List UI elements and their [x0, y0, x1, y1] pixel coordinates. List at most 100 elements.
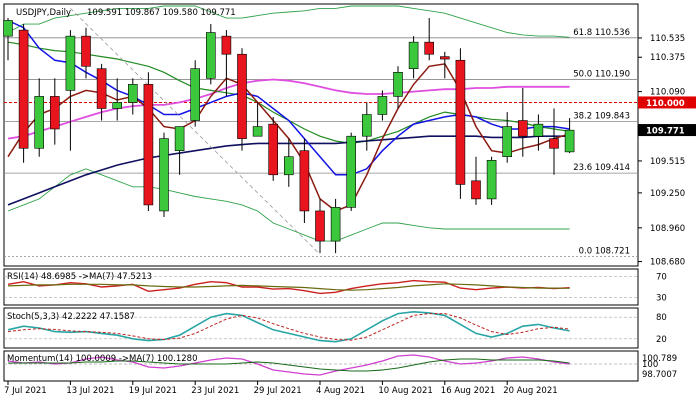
rsi-tick-label: 30 — [656, 294, 667, 304]
candle-bull — [393, 72, 403, 97]
candle-bull — [65, 35, 76, 91]
candle-bull — [564, 129, 575, 153]
price-tick-label: 109.515 — [650, 157, 685, 167]
stoch-tick-label: 20 — [656, 335, 667, 345]
momentum-panel-frame — [3, 350, 639, 382]
candle-bear — [549, 138, 559, 149]
candle-bear — [268, 123, 279, 176]
series-line-1 — [8, 358, 570, 372]
momentum-title: Momentum(14) 100.0009 ->MA(7) 100.1280 — [7, 354, 197, 364]
candle-bull — [377, 96, 388, 115]
candle-bull — [112, 102, 122, 109]
candle-bear — [299, 150, 310, 212]
stoch-plot: 80 20 — [4, 310, 667, 345]
stoch-tick-label: 80 — [656, 313, 667, 323]
candle-bear — [81, 35, 91, 67]
candle-bear — [143, 84, 154, 206]
date-tick-label: 23 Jul 2021 — [191, 386, 239, 396]
candle-bear — [439, 56, 450, 60]
rsi-panel-frame — [3, 268, 639, 306]
rsi-plot: 70 30 — [4, 272, 667, 304]
candle-bull — [283, 156, 294, 176]
candle-bear — [471, 180, 481, 200]
date-tick-label: 13 Jul 2021 — [66, 386, 114, 396]
stoch-panel-frame — [3, 307, 639, 349]
candle-bear — [18, 29, 29, 149]
series-line-1 — [7, 313, 570, 341]
band-lower-line — [7, 168, 570, 242]
date-axis: 7 Jul 2021 13 Jul 2021 19 Jul 2021 23 Jul 2… — [4, 381, 558, 396]
candle-bull — [408, 41, 419, 69]
price-tick-label: 110.535 — [650, 34, 685, 44]
candle-bear — [237, 53, 247, 139]
main-panel: 61.8 110.536 50.0 110.190 38.2 109.843 23.6… — [3, 3, 696, 268]
chart-header-symbol: USDJPY,Daily — [16, 8, 71, 18]
candle-bear — [96, 68, 107, 109]
series-line-0 — [7, 279, 570, 295]
date-tick-label: 19 Jul 2021 — [129, 386, 177, 396]
candle-bear — [455, 59, 466, 185]
chart-header-ohlc: 109.591 109.867 109.580 109.771 — [87, 8, 236, 18]
candle-bear — [424, 41, 435, 55]
fib-level-label: 50.0 110.190 — [573, 70, 630, 80]
date-tick-label: 7 Jul 2021 — [4, 386, 47, 396]
price-tick-label: 108.680 — [650, 258, 685, 268]
candle-bull — [533, 123, 544, 137]
price-tick-label: 110.090 — [650, 88, 685, 98]
candles — [3, 18, 575, 254]
fib-level-label: 38.2 109.843 — [573, 111, 630, 121]
candle-bull — [159, 138, 169, 212]
resistance-label: 110.000 — [646, 99, 685, 109]
resistance-label-box — [638, 96, 696, 109]
candle-bull — [206, 32, 216, 79]
price-axis: 110.535 110.375 110.090 109.515 109.250 108.9… — [638, 34, 696, 268]
date-tick-label: 20 Aug 2021 — [503, 386, 557, 396]
fib-level-label: 23.6 109.414 — [573, 163, 630, 173]
candle-bull — [502, 126, 513, 158]
stoch-panel: 80 20 Stoch(5,3,3) 42.2222 47.1587 — [3, 307, 667, 349]
series-line-1 — [7, 283, 570, 291]
stoch-title: Stoch(5,3,3) 42.2222 47.1587 — [7, 312, 135, 322]
price-tick-label: 108.960 — [650, 224, 685, 234]
trendline-line — [70, 8, 321, 255]
fib-level-label: 61.8 110.536 — [573, 28, 630, 38]
candle-bear — [49, 96, 60, 130]
momentum-tick-label: 100.789 — [642, 354, 677, 364]
current-price-label: 109.771 — [646, 127, 685, 137]
date-tick-label: 16 Aug 2021 — [441, 386, 495, 396]
rsi-title: RSI(14) 48.6985 ->MA(7) 47.5213 — [7, 272, 152, 282]
momentum-tick-label: 98.7007 — [642, 370, 677, 380]
candle-bull — [34, 96, 45, 149]
trendline — [70, 8, 321, 255]
candle-bear — [221, 35, 232, 55]
candle-bull — [330, 207, 341, 242]
candle-bull — [252, 126, 263, 137]
price-tick-label: 109.250 — [650, 189, 685, 199]
price-tick-label: 110.375 — [650, 53, 685, 63]
candle-bull — [361, 114, 372, 137]
candle-bull — [190, 68, 200, 121]
series-line-0 — [7, 310, 570, 343]
fib-levels: 61.8 110.536 50.0 110.190 38.2 109.843 23.6… — [4, 28, 638, 258]
candle-bull — [486, 160, 497, 200]
date-tick-label: 4 Aug 2021 — [316, 386, 365, 396]
candle-bear — [517, 120, 528, 137]
date-tick-label: 29 Jul 2021 — [254, 386, 302, 396]
fib-level-label: 0.0 108.721 — [579, 247, 630, 257]
candle-bull — [3, 20, 13, 37]
bollinger-bands — [7, 5, 570, 242]
momentum-tick-label: 100 — [642, 360, 658, 370]
candle-bear — [315, 210, 325, 242]
date-tick-label: 10 Aug 2021 — [378, 386, 432, 396]
candle-bull — [128, 84, 138, 103]
current-price-box — [638, 124, 696, 137]
band-upper-line — [7, 5, 570, 38]
rsi-tick-label: 70 — [656, 272, 667, 282]
rsi-panel: 70 30 RSI(14) 48.6985 ->MA(7) 47.5213 — [3, 268, 667, 306]
series-line-0 — [7, 354, 570, 376]
candle-bull — [346, 135, 357, 208]
candle-bull — [174, 126, 185, 151]
